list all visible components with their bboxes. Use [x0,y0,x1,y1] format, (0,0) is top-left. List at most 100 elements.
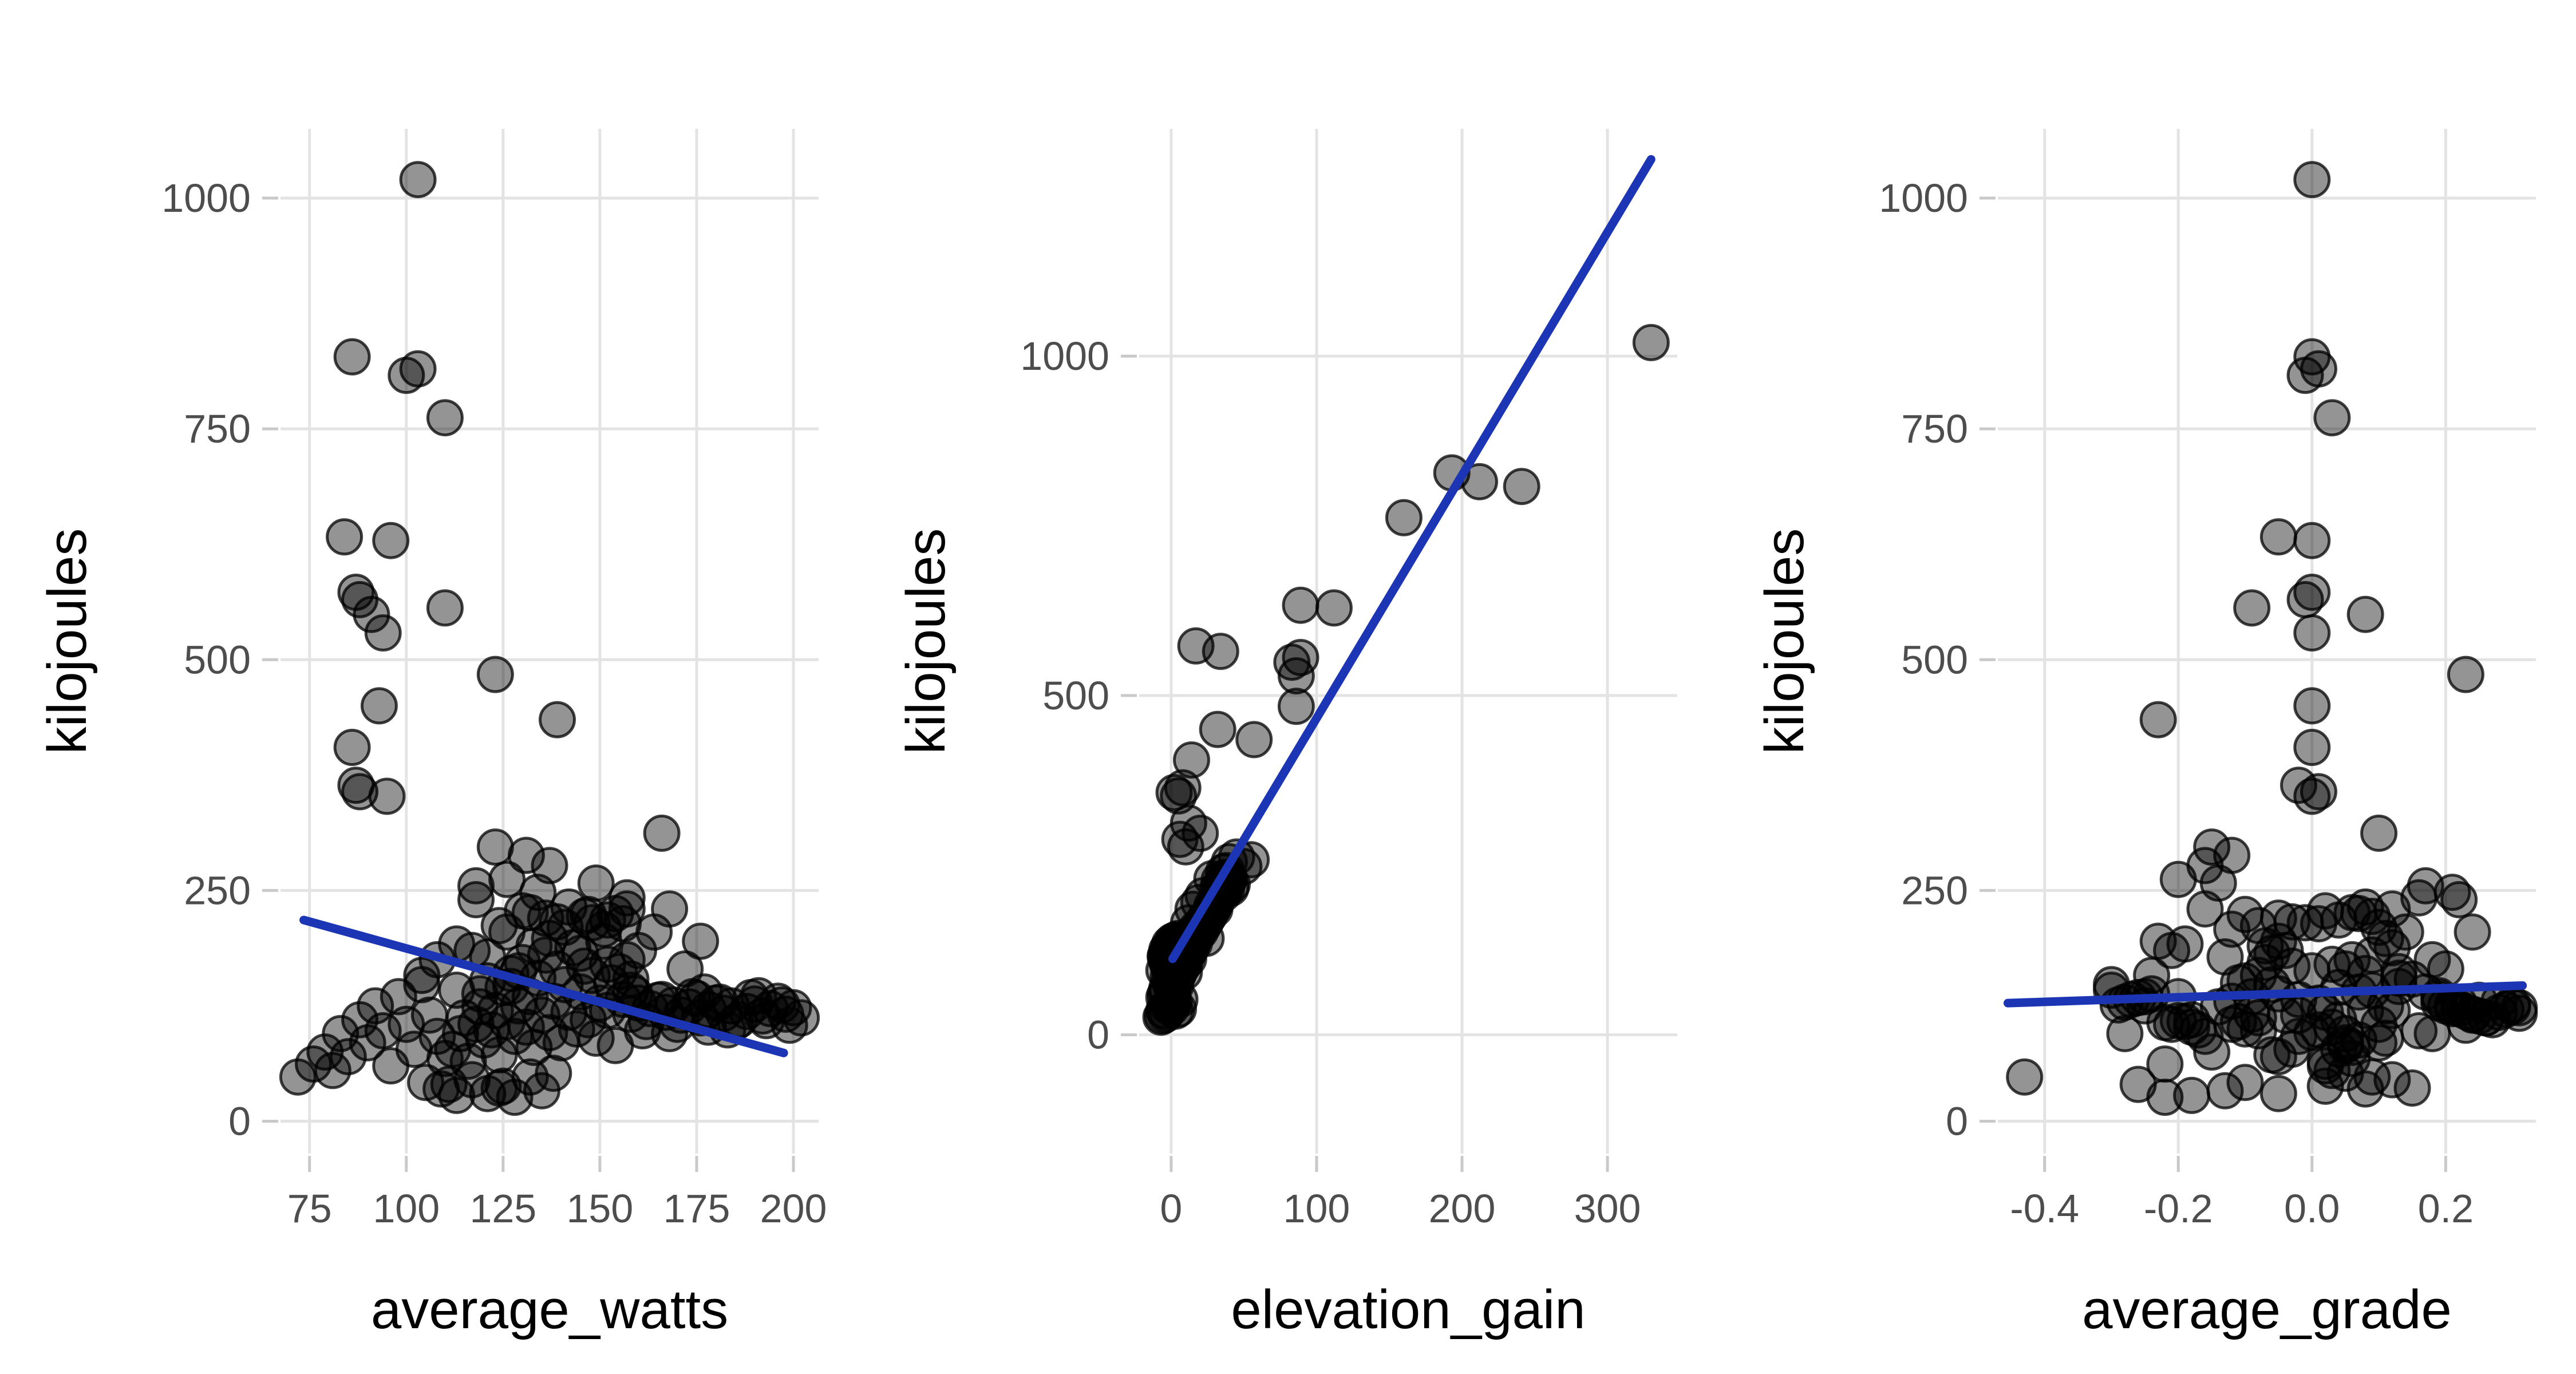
data-point [333,338,371,376]
data-point [539,701,576,739]
data-point [480,907,518,945]
data-point [682,922,720,960]
data-point [380,978,417,1016]
data-point [2447,1006,2484,1044]
data-point [2293,777,2331,815]
x-tick-label: 0.0 [2284,1186,2340,1231]
data-point [430,1065,468,1103]
data-point [666,950,704,988]
y-tick-label: 750 [1901,406,1968,451]
data-point [2467,999,2504,1037]
chart-average-grade: 0 250 500 750 1000 -0.4 -0.2 0.0 0.2 average_grad… [1754,129,2538,1340]
data-point [740,977,777,1014]
data-point [2313,945,2351,983]
data-point [2233,589,2271,627]
y-tick-label: 0 [228,1099,251,1144]
data-point [341,581,379,618]
data-point [1632,323,1670,361]
data-point [562,934,599,972]
data-point [2300,905,2337,942]
y-tick-label: 1000 [1020,334,1109,378]
data-point [2293,614,2331,652]
data-point [1182,815,1219,852]
x-tick-label: 0.2 [2418,1186,2474,1231]
data-point [2259,1075,2297,1112]
data-point [341,773,379,811]
subplot-average-grade: 0 250 500 750 1000 -0.4 -0.2 0.0 0.2 average_grad… [1717,0,2576,1374]
trend-line [2004,981,2527,1008]
data-point [1273,643,1311,681]
subplot-average-watts: 0 250 500 750 1000 75 100 125 150 175 200 average_w… [0,0,859,1374]
y-tick-label: 1000 [1879,176,1968,220]
data-point [608,890,646,928]
data-point [2366,1019,2404,1057]
data-point [364,1012,402,1049]
data-point [476,656,514,693]
x-tick-label: 300 [1574,1186,1641,1231]
data-point [507,836,545,874]
data-point [2139,922,2177,960]
data-point [2346,595,2384,633]
data-point [2259,518,2297,556]
data-point [353,595,390,633]
data-point [457,867,495,905]
y-tick-label: 500 [184,637,251,682]
x-tick-label: 0 [1160,1186,1182,1231]
data-point [2326,1055,2364,1092]
data-point [2413,1014,2451,1052]
data-points [279,161,820,1116]
data-point [2199,864,2237,902]
chart-average-watts: 0 250 500 750 1000 75 100 125 150 175 200 average_w… [37,129,827,1340]
data-point [2286,357,2324,394]
data-point [2273,903,2311,941]
data-point [2400,879,2438,917]
data-point [2293,952,2331,990]
data-point [566,898,603,935]
data-point [333,729,371,766]
y-tick-label: 0 [1087,1013,1109,1057]
data-point [457,881,495,918]
data-point [2226,1064,2264,1101]
data-point [372,522,410,559]
subplot-elevation-gain: 0 500 1000 0 100 200 300 elevation_gain kilojoul… [859,0,1717,1374]
data-point [1160,777,1198,815]
data-point [2293,687,2331,725]
data-point [364,614,402,652]
y-tick-label: 1000 [161,176,251,220]
x-tick-label: -0.4 [2010,1186,2079,1231]
data-point [2313,399,2351,437]
data-point [2293,161,2331,199]
data-point [2106,1014,2144,1052]
x-tick-label: 125 [469,1186,536,1231]
data-point [2006,1058,2044,1096]
y-axis-title: kilojoules [37,528,98,755]
data-point [1385,499,1423,536]
x-tick-label: 175 [663,1186,730,1231]
data-point [2393,1069,2431,1107]
y-axis-title: kilojoules [895,528,957,755]
y-tick-label: 250 [1901,868,1968,913]
data-point [426,589,464,627]
data-point [539,903,576,941]
data-point [1503,468,1540,506]
trend-line [1168,155,1656,964]
data-point [2500,989,2538,1026]
data-point [461,988,499,1026]
x-tick-label: 150 [567,1186,634,1231]
x-axis-title: average_watts [371,1279,728,1340]
y-tick-label: 750 [184,406,251,451]
x-tick-label: 200 [1429,1186,1496,1231]
data-point [326,518,364,556]
data-point [410,996,448,1034]
data-point [1173,741,1210,779]
data-point [2433,874,2471,911]
data-point [2139,701,2177,739]
data-point [535,1055,572,1092]
data-point [399,161,437,199]
x-tick-label: -0.2 [2144,1186,2213,1231]
data-point [1277,657,1315,694]
data-point [763,986,801,1024]
data-point [476,828,514,866]
data-point [480,1069,518,1107]
